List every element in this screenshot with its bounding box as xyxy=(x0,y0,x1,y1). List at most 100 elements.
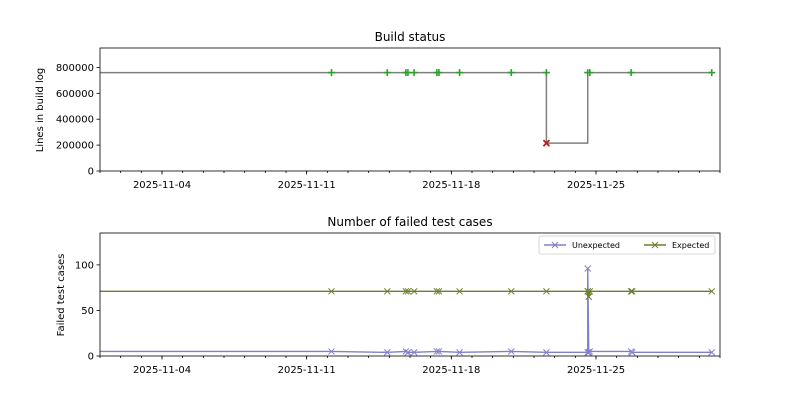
ytick-label-1-1: 50 xyxy=(81,306,94,317)
series-marker-unexpected-9-b xyxy=(507,348,515,355)
series-marker-unexpected-8-b xyxy=(456,349,463,356)
series-marker-unexpected-3-b xyxy=(402,348,410,355)
legend-marker-unexpected-b xyxy=(551,241,559,249)
legend-label-unexpected: Unexpected xyxy=(572,241,620,250)
series-marker-expected-12-b xyxy=(584,287,592,295)
series-marker-unexpected-12 xyxy=(584,265,592,272)
series-marker-expected-2-b xyxy=(383,287,391,295)
series-marker-unexpected-5-b xyxy=(410,349,418,356)
series-marker-unexpected-6 xyxy=(433,348,441,355)
series-marker-unexpected-6-b xyxy=(433,348,441,355)
series-marker-unexpected-9 xyxy=(507,348,515,355)
series-marker-expected-7-b xyxy=(435,287,443,295)
series-marker-expected-3 xyxy=(402,287,410,295)
series-marker-expected-12 xyxy=(584,287,592,295)
ytick-label-0-1: 200000 xyxy=(56,141,94,152)
series-marker-unexpected-17 xyxy=(708,349,716,356)
plot-area-1 xyxy=(100,265,716,356)
ytick-label-0-0: 0 xyxy=(88,167,94,178)
series-marker-expected-5-b xyxy=(410,287,418,295)
series-marker-expected-6 xyxy=(433,287,441,295)
series-marker-expected-10-b xyxy=(543,287,550,295)
series-marker-unexpected-2-b xyxy=(383,349,391,356)
xtick-label-1-3: 2025-11-25 xyxy=(567,365,625,376)
legend-box xyxy=(538,235,716,255)
series-marker-expected-3-b xyxy=(402,287,410,295)
xtick-label-0-2: 2025-11-18 xyxy=(422,180,480,191)
failed-tests-panel: Number of failed test cases Failed test … xyxy=(56,215,721,376)
series-marker-expected-8-b xyxy=(456,287,463,295)
series-marker-unexpected-16-b xyxy=(628,349,636,356)
series-marker-unexpected-8 xyxy=(456,349,463,356)
xtick-label-0-3: 2025-11-25 xyxy=(567,180,625,191)
series-marker-expected-8 xyxy=(456,287,463,295)
legend-marker-expected-b xyxy=(651,241,659,249)
series-marker-unexpected-5 xyxy=(410,349,418,356)
series-marker-expected-4-b xyxy=(404,287,412,295)
series-marker-unexpected-10 xyxy=(543,349,550,356)
failure-marker-0-b xyxy=(542,139,551,147)
series-marker-expected-9-b xyxy=(507,287,515,295)
series-marker-expected-7 xyxy=(435,287,443,295)
failure-marker-0 xyxy=(542,139,551,147)
axes-frame-0 xyxy=(99,47,721,172)
series-line-unexpected xyxy=(100,268,712,354)
series-marker-unexpected-1-b xyxy=(328,348,335,355)
series-marker-expected-4 xyxy=(404,287,412,295)
series-marker-unexpected-11-b xyxy=(584,349,592,356)
xtick-label-1-1: 2025-11-11 xyxy=(278,365,336,376)
series-marker-unexpected-17-b xyxy=(708,349,716,356)
build-log-step-line xyxy=(100,71,712,144)
series-marker-unexpected-16 xyxy=(628,349,636,356)
legend-label-expected: Expected xyxy=(672,241,709,250)
series-marker-unexpected-1 xyxy=(328,348,335,355)
series-marker-expected-14-b xyxy=(586,287,594,295)
series-marker-expected-14 xyxy=(586,287,594,295)
ytick-label-0-3: 600000 xyxy=(56,89,94,100)
ytick-label-1-2: 100 xyxy=(75,260,94,271)
series-marker-unexpected-3 xyxy=(402,348,410,355)
series-marker-expected-16 xyxy=(628,287,636,295)
series-marker-expected-10 xyxy=(543,287,550,295)
build-status-panel: Build status Lines in build log 0 200000 4… xyxy=(35,30,721,191)
series-marker-expected-6-b xyxy=(433,287,441,295)
xtick-label-1-2: 2025-11-18 xyxy=(422,365,480,376)
series-marker-expected-15-b xyxy=(627,287,635,295)
series-marker-expected-1-b xyxy=(328,287,335,295)
series-marker-expected-1 xyxy=(328,287,335,295)
failed-tests-title: Number of failed test cases xyxy=(327,215,492,229)
series-marker-unexpected-4-b xyxy=(404,349,412,356)
series-marker-unexpected-12-b xyxy=(584,265,592,272)
series-marker-unexpected-4 xyxy=(404,349,412,356)
series-marker-unexpected-7-b xyxy=(435,348,443,355)
xtick-label-0-0: 2025-11-04 xyxy=(133,180,191,191)
ytick-label-0-2: 400000 xyxy=(56,115,94,126)
series-marker-unexpected-11 xyxy=(584,349,592,356)
legend-marker-unexpected xyxy=(551,241,559,249)
series-marker-unexpected-7 xyxy=(435,348,443,355)
ytick-label-0-4: 800000 xyxy=(56,63,94,74)
build-status-ylabel: Lines in build log xyxy=(35,68,46,153)
xtick-label-0-1: 2025-11-11 xyxy=(278,180,336,191)
series-marker-unexpected-10-b xyxy=(543,349,550,356)
failed-tests-ylabel: Failed test cases xyxy=(56,254,67,337)
series-marker-expected-13 xyxy=(585,293,593,301)
xtick-label-1-0: 2025-11-04 xyxy=(133,365,191,376)
ytick-label-1-0: 0 xyxy=(88,352,94,363)
build-status-title: Build status xyxy=(375,30,446,44)
series-marker-unexpected-14 xyxy=(586,348,594,355)
series-marker-expected-17 xyxy=(708,287,716,295)
series-marker-expected-9 xyxy=(507,287,515,295)
series-marker-expected-2 xyxy=(383,287,391,295)
series-marker-expected-5 xyxy=(410,287,418,295)
plot-area-0 xyxy=(100,69,716,147)
series-marker-expected-17-b xyxy=(708,287,716,295)
legend: Unexpected Expected xyxy=(538,235,716,255)
legend-marker-expected xyxy=(651,241,659,249)
series-marker-unexpected-14-b xyxy=(586,348,594,355)
series-marker-unexpected-2 xyxy=(383,349,391,356)
series-marker-expected-16-b xyxy=(628,287,636,295)
series-marker-expected-15 xyxy=(627,287,635,295)
